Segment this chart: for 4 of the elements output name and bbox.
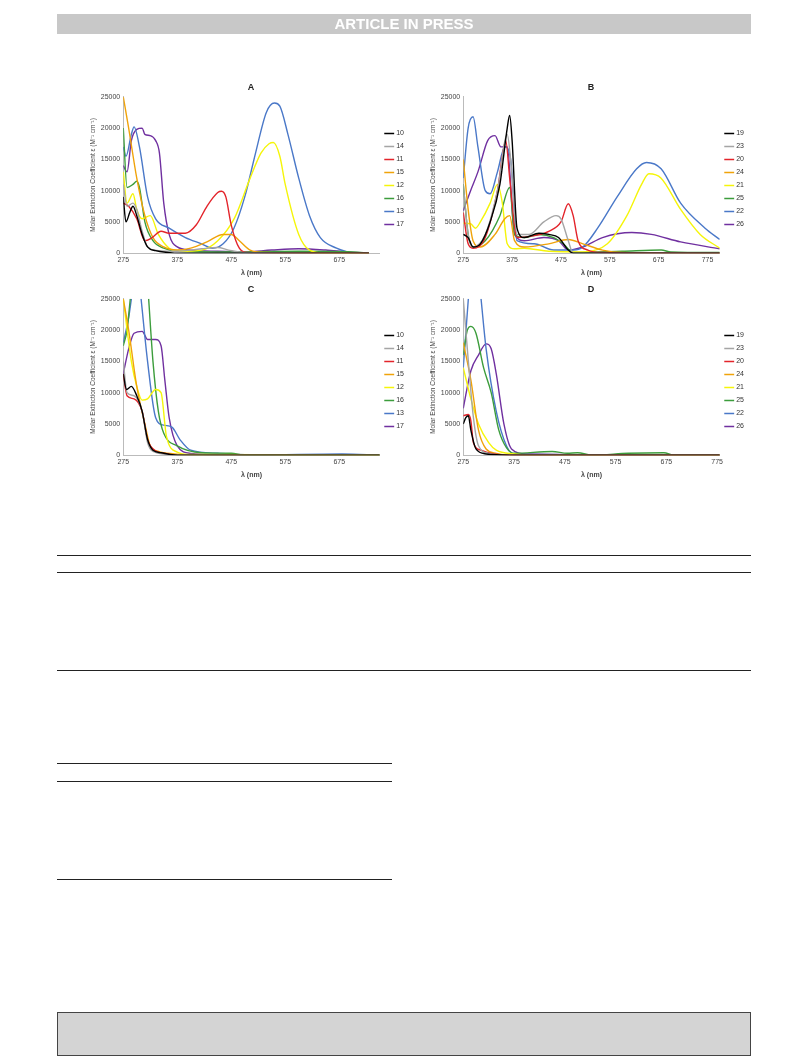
chart-title: B: [587, 81, 595, 92]
chart-title: D: [587, 283, 595, 294]
chart-title: C: [247, 283, 255, 294]
chart-title: A: [247, 81, 255, 92]
